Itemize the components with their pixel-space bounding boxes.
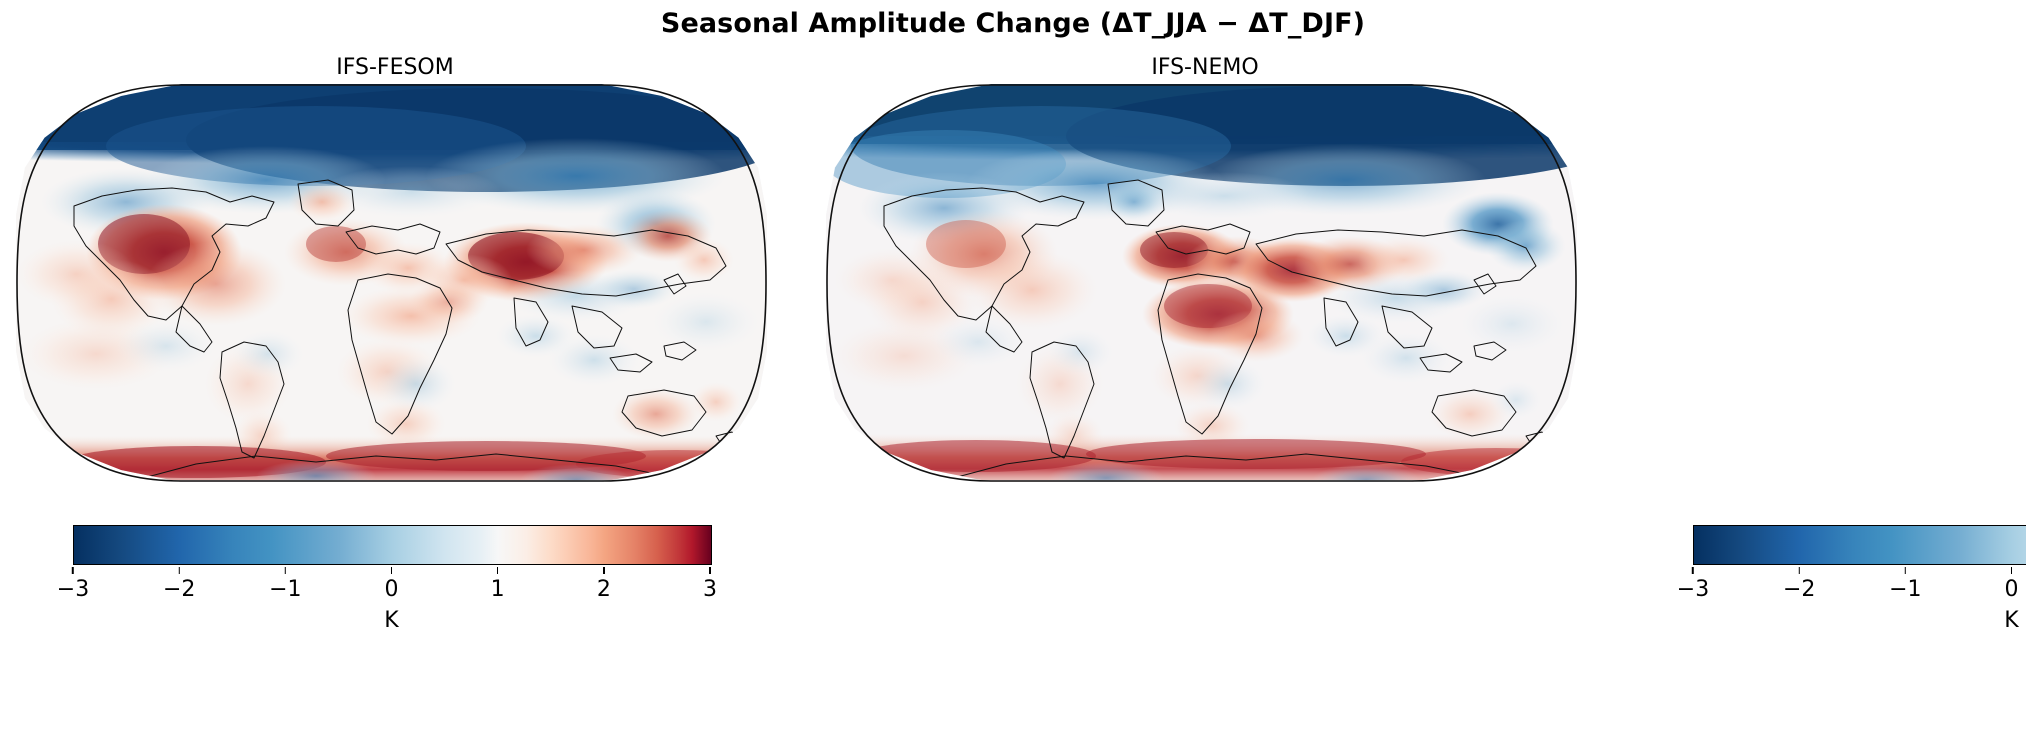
colorbar-tick-ifs-fesom: −2: [163, 566, 195, 602]
panel-title-ifs-nemo: IFS-NEMO: [1151, 55, 1259, 80]
colorbar-tick-ifs-fesom: 1: [491, 566, 505, 602]
colorbar-tick-ifs-nemo: −2: [1783, 566, 1815, 602]
colorbar-tick-ifs-nemo: 0: [2005, 566, 2019, 602]
tick-mark-icon: [178, 566, 180, 574]
map-projection-area-ifs-nemo: [826, 84, 1577, 482]
map-ifs-nemo: [826, 84, 1577, 482]
colorbar-tick-ifs-fesom: 3: [703, 566, 717, 602]
tick-mark-icon: [1798, 566, 1800, 574]
tick-mark-icon: [390, 566, 393, 574]
colorbar-axis-ifs-nemo: −3 −2 −1 0 1: [1677, 566, 2026, 613]
colorbar-gradient-ifs-nemo: [1693, 525, 2026, 565]
colorbar-tick-ifs-fesom: 2: [597, 566, 611, 602]
tick-mark-icon: [1904, 566, 1907, 574]
map-projection-area-ifs-fesom: [16, 84, 767, 482]
colorbar-gradient-ifs-fesom: [73, 525, 712, 565]
map-ifs-fesom: [16, 84, 767, 482]
panel-title-ifs-fesom: IFS-FESOM: [336, 55, 454, 80]
colorbar-axis-ifs-fesom: −3 −2 −1 0 1: [57, 566, 717, 613]
colorbar-unit-label-ifs-nemo: K: [2004, 608, 2019, 633]
colorbar-tick-ifs-nemo: −3: [1677, 566, 1709, 602]
figure-suptitle: Seasonal Amplitude Change (ΔT_JJA − ΔT_D…: [660, 8, 1366, 39]
map-field-ifs-nemo: [826, 84, 1577, 482]
tick-mark-icon: [709, 566, 711, 574]
colorbar-tick-ifs-fesom: 0: [385, 566, 399, 602]
tick-mark-icon: [2010, 566, 2013, 574]
tick-mark-icon: [496, 566, 499, 574]
map-field-ifs-fesom: [16, 84, 767, 482]
tick-mark-icon: [603, 566, 605, 574]
tick-mark-icon: [284, 566, 287, 574]
tick-mark-icon: [1692, 566, 1694, 574]
colorbar-tick-ifs-fesom: −1: [269, 566, 302, 602]
colorbar-tick-ifs-fesom: −3: [57, 566, 89, 602]
tick-mark-icon: [72, 566, 74, 574]
colorbar-unit-label-ifs-fesom: K: [384, 608, 399, 633]
colorbar-tick-ifs-nemo: −1: [1889, 566, 1922, 602]
